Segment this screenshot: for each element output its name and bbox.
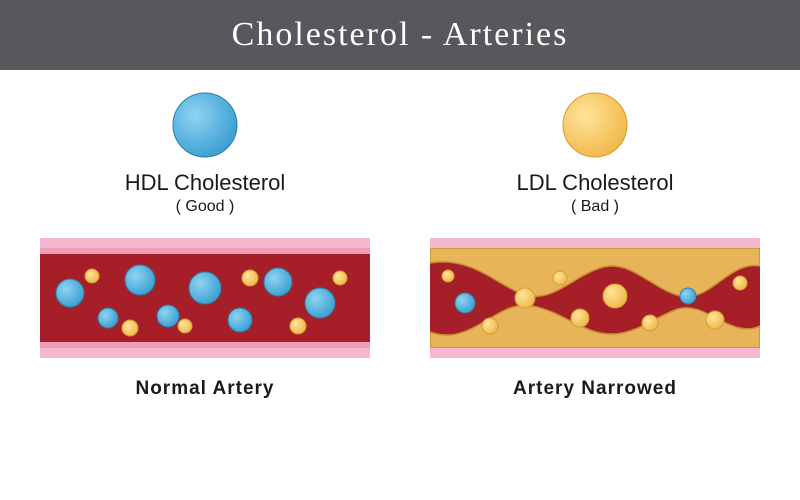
hdl-legend-circle [170,90,240,160]
hdl-subtitle: ( Good ) [176,198,235,216]
header-bar: Cholesterol - Arteries [0,0,800,70]
normal-artery-label: Normal Artery [135,378,274,400]
hdl-column: HDL Cholesterol ( Good ) Normal Artery [40,90,370,400]
content-area: HDL Cholesterol ( Good ) Normal Artery L… [0,70,800,400]
narrowed-artery-label: Artery Narrowed [513,378,677,400]
ldl-subtitle: ( Bad ) [571,198,619,216]
ldl-legend-circle [560,90,630,160]
hdl-title: HDL Cholesterol [125,170,286,196]
ldl-title: LDL Cholesterol [517,170,674,196]
narrowed-artery-svg [430,248,760,348]
narrowed-artery [430,238,760,358]
normal-artery-svg [40,248,370,348]
page-title: Cholesterol - Arteries [232,16,569,54]
normal-artery [40,238,370,358]
ldl-column: LDL Cholesterol ( Bad ) Artery Narrowed [430,90,760,400]
